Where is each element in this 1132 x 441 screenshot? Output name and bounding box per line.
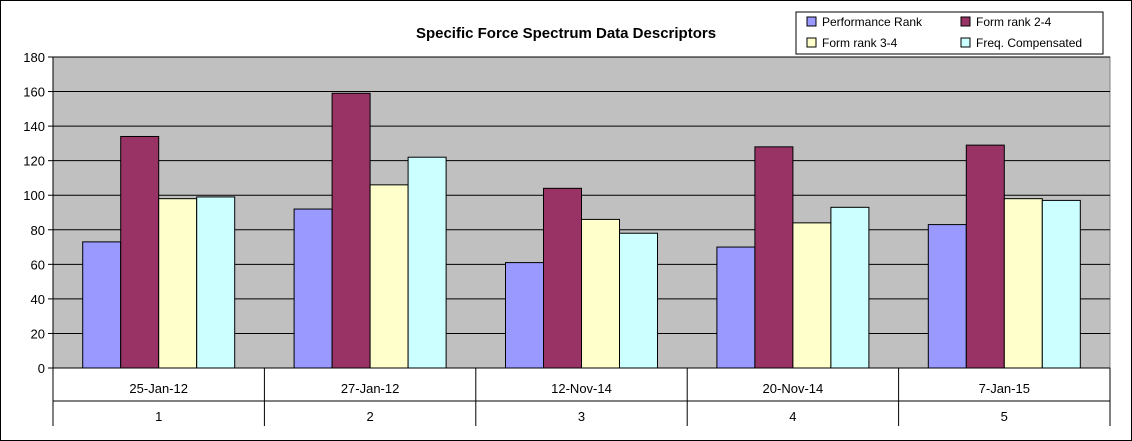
bar: [792, 222, 832, 369]
bar: [369, 184, 409, 369]
bar: [331, 92, 371, 369]
bar: [407, 156, 447, 369]
bar: [581, 218, 620, 369]
x-tick-label: 12-Nov-14: [551, 381, 612, 396]
x-category-number-label: 1: [155, 409, 162, 424]
axes: [52, 57, 1110, 426]
legend-label: Form rank 3-4: [822, 36, 898, 50]
bar: [1003, 198, 1043, 369]
y-tick-label: 160: [23, 85, 45, 100]
x-category-number-label: 3: [578, 409, 585, 424]
y-tick-label: 40: [31, 292, 45, 307]
y-tick-labels: 0 20 40 60 80 100 120 140 160 180: [23, 50, 45, 376]
x-tick-label: 20-Nov-14: [763, 381, 824, 396]
bars: [82, 92, 1081, 369]
y-tick-label: 180: [23, 50, 45, 65]
bar: [543, 187, 582, 369]
y-tick-label: 60: [31, 257, 45, 272]
legend: Performance Rank Form rank 2-4 Form rank 3…: [795, 11, 1104, 55]
y-tick-label: 20: [31, 326, 45, 341]
bar: [619, 232, 658, 369]
bar: [196, 196, 236, 369]
x-tick-label: 25-Jan-12: [129, 381, 188, 396]
bar: [965, 144, 1005, 369]
bar: [716, 246, 756, 369]
x-category-labels: 25-Jan-12 1 27-Jan-12 2 12-Nov-14 3 20-Nov-14 4…: [52, 368, 1111, 426]
legend-label: Freq. Compensated: [976, 36, 1082, 50]
bar: [1041, 199, 1081, 369]
y-tick-label: 140: [23, 119, 45, 134]
legend-swatch: [960, 37, 971, 48]
y-tick-label: 100: [23, 188, 45, 203]
x-category-number-label: 4: [789, 409, 796, 424]
bar: [158, 198, 198, 369]
legend-swatch: [806, 37, 817, 48]
x-category-number-label: 2: [366, 409, 373, 424]
x-category-number-label: 5: [1001, 409, 1008, 424]
legend-swatch: [960, 16, 971, 27]
legend-box: [795, 11, 1104, 55]
x-tick-label: 7-Jan-15: [979, 381, 1030, 396]
y-tick-label: 0: [38, 361, 45, 376]
bar: [927, 224, 967, 369]
y-tick-label: 120: [23, 154, 45, 169]
legend-swatch: [806, 16, 817, 27]
bar: [82, 241, 122, 369]
x-tick-label: 27-Jan-12: [341, 381, 400, 396]
legend-label: Form rank 2-4: [976, 15, 1052, 29]
chart-title: Specific Force Spectrum Data Descriptors: [416, 25, 716, 42]
bar: [830, 206, 870, 369]
bar: [120, 135, 160, 369]
legend-label: Performance Rank: [822, 15, 923, 29]
y-tick-label: 80: [31, 223, 45, 238]
bar: [505, 262, 544, 369]
bar: [293, 208, 333, 369]
bar: [754, 146, 794, 369]
